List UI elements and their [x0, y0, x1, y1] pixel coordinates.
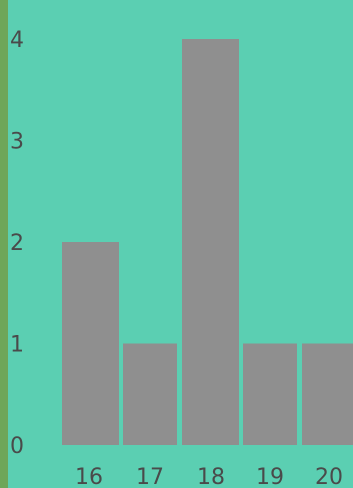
y-tick-label-4: 4: [10, 28, 24, 53]
bar-16: [62, 242, 119, 445]
x-tick-label-16: 16: [75, 465, 103, 488]
bar-17: [123, 343, 177, 445]
x-tick-label-20: 20: [315, 465, 343, 488]
y-tick-label-3: 3: [10, 130, 24, 155]
x-axis-ticks: 16 17 18 19 20: [75, 465, 343, 488]
bar-18: [182, 39, 239, 445]
y-tick-label-2: 2: [10, 231, 24, 256]
left-edge-stripe: [0, 0, 8, 488]
bar-19: [243, 343, 297, 445]
bar-20: [302, 343, 353, 445]
x-tick-label-17: 17: [136, 465, 164, 488]
bars-group: [62, 39, 353, 445]
y-tick-label-1: 1: [10, 333, 24, 358]
y-axis-ticks: 0 1 2 3 4: [10, 28, 24, 459]
x-tick-label-19: 19: [256, 465, 284, 488]
x-tick-label-18: 18: [197, 465, 225, 488]
y-tick-label-0: 0: [10, 434, 24, 459]
